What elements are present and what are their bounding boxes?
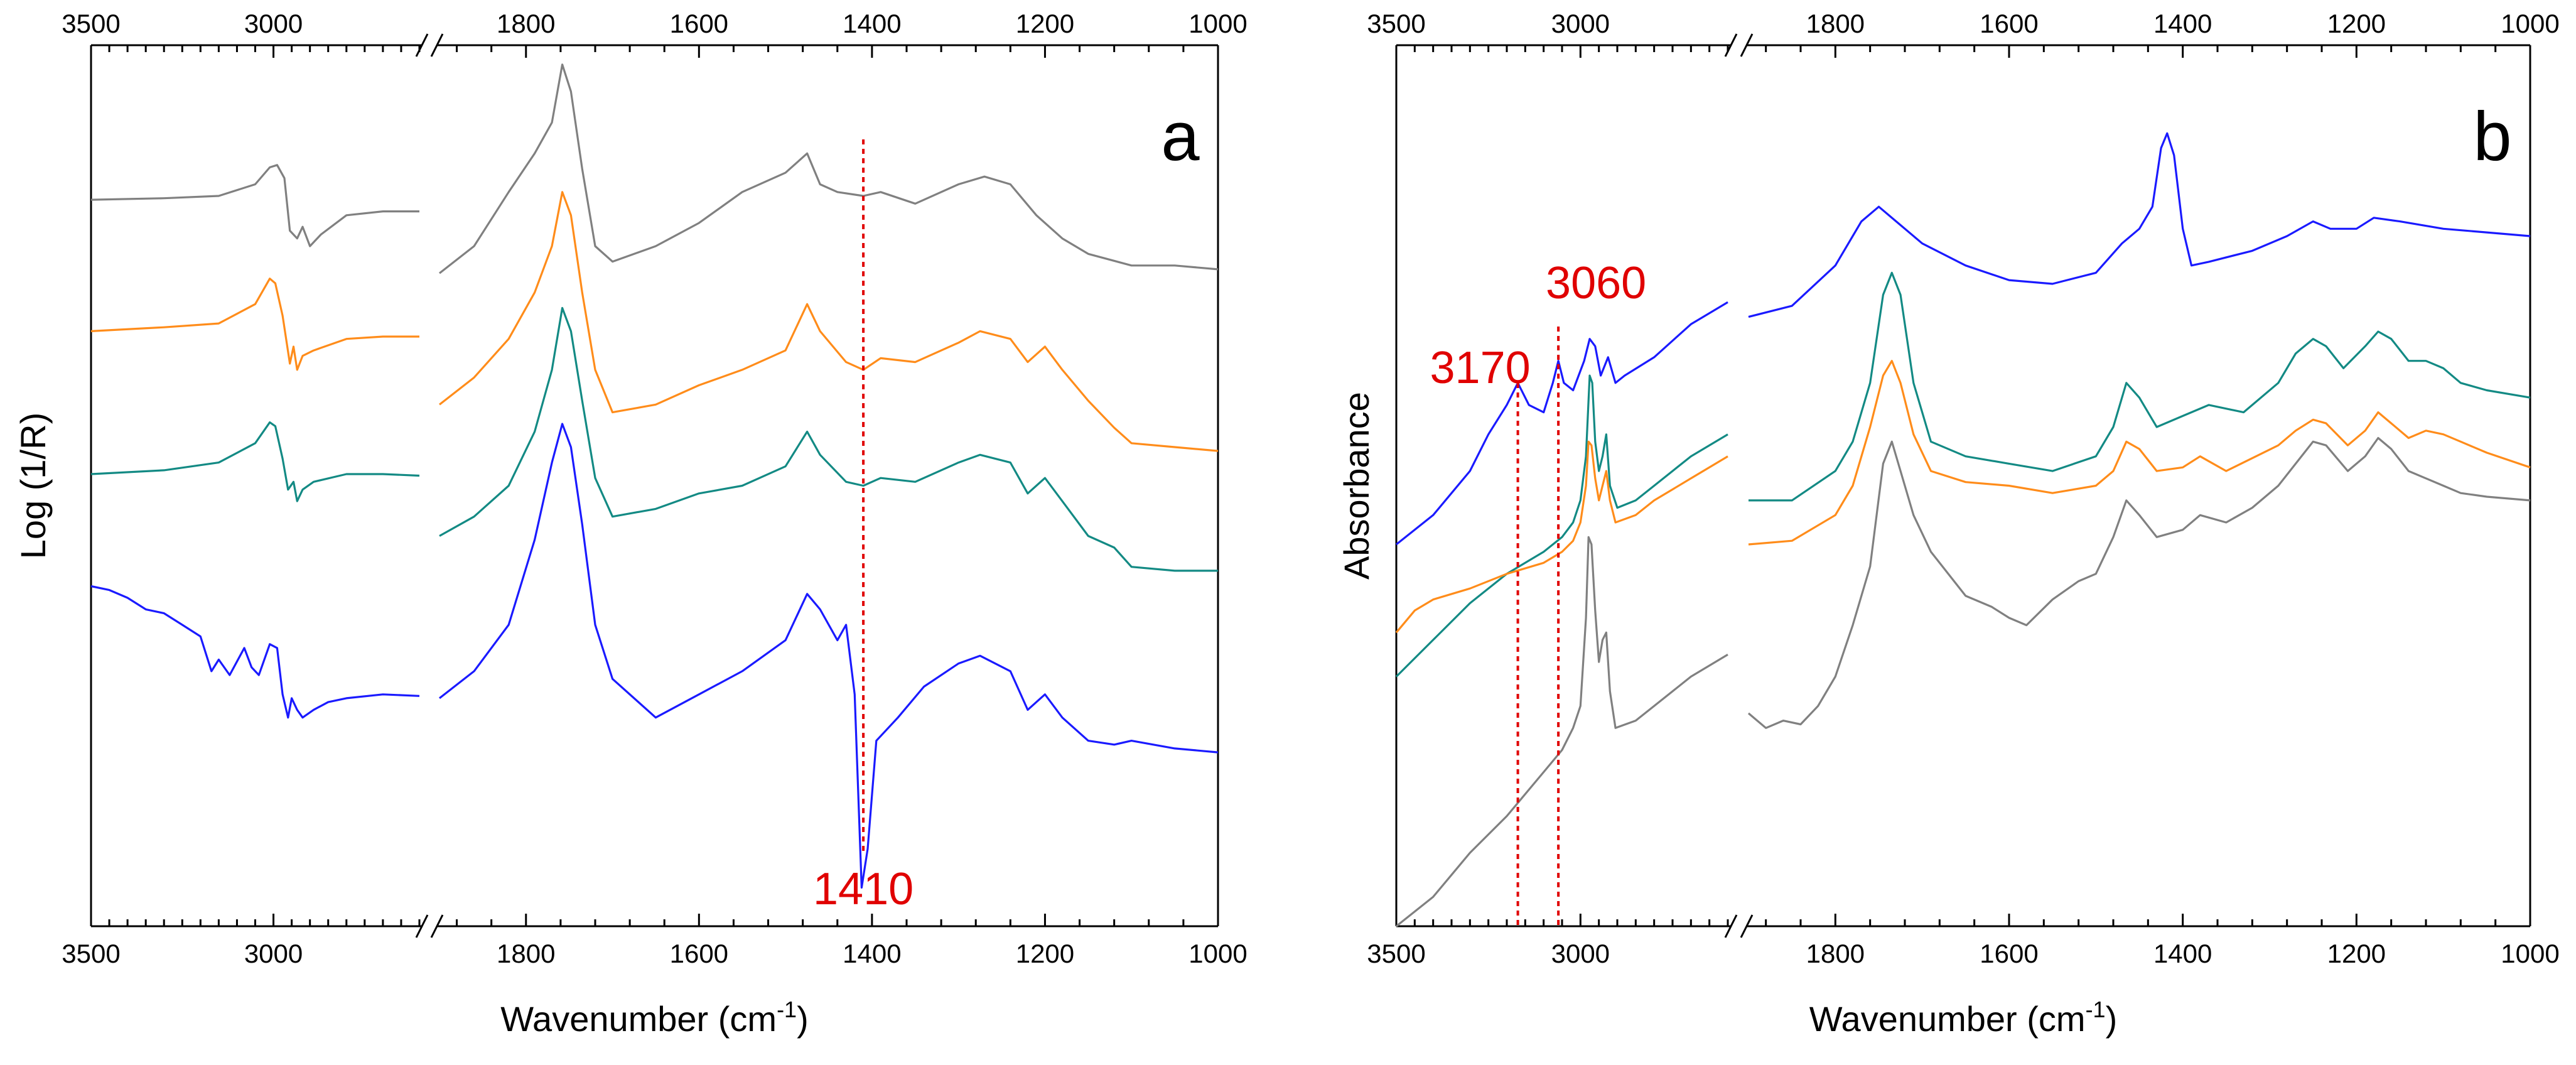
x-tick-label-bottom: 1600 — [1980, 939, 2038, 968]
x-tick-label-bottom: 1400 — [843, 939, 901, 968]
series-line-teal-1 — [1395, 374, 1728, 678]
x-tick-label-bottom: 1400 — [2153, 939, 2212, 968]
x-tick-label-top: 1000 — [1188, 9, 1247, 38]
y-axis-title: Log (1/R) — [13, 413, 53, 559]
series-line-orange-1 — [90, 278, 419, 371]
x-tick-label-bottom: 1600 — [670, 939, 728, 968]
series-line-teal-2 — [1749, 271, 2531, 502]
series-line-gray-1 — [1396, 536, 1728, 927]
x-tick-label-bottom: 1800 — [1806, 939, 1865, 968]
x-tick-label-top: 1000 — [2501, 9, 2559, 38]
axis-break-mark — [430, 33, 444, 57]
panel-b: 3500 3500 3000 3000 1800 1800 1600 1600 1400 1400… — [1337, 9, 2560, 1039]
series-line-teal-2 — [439, 306, 1218, 572]
axis-break-mark — [1724, 914, 1738, 938]
series-line-blue-1 — [90, 585, 420, 719]
series-line-blue-1 — [1396, 301, 1728, 546]
panel-a: 3500 3500 3000 3000 1800 1800 1600 1600 1400 1400… — [13, 9, 1248, 1039]
x-tick-label-bottom: 1000 — [1188, 939, 1247, 968]
axis-break-mark — [1740, 33, 1754, 57]
x-tick-label-bottom: 3000 — [244, 939, 303, 968]
axis-break-mark — [430, 914, 444, 938]
axis-break-mark — [1740, 914, 1754, 938]
x-axis-title: Wavenumber (cm-1) — [500, 997, 808, 1039]
series-line-orange-2 — [439, 191, 1219, 452]
plot-frame — [1395, 33, 2531, 938]
series-line-orange-2 — [1748, 360, 2531, 546]
panel-letter: b — [2473, 98, 2511, 175]
x-tick-label-top: 1600 — [670, 9, 728, 38]
x-tick-label-top: 3500 — [62, 9, 120, 38]
axis-break-mark — [1724, 33, 1738, 57]
marker-label-3170: 3170 — [1430, 343, 1531, 393]
x-tick-label-bottom: 3000 — [1551, 939, 1610, 968]
axis-break-mark — [415, 33, 429, 57]
marker-label-3060: 3060 — [1546, 258, 1646, 308]
x-tick-label-top: 1400 — [843, 9, 901, 38]
x-tick-label-top: 1800 — [497, 9, 555, 38]
y-axis-title: Absorbance — [1337, 392, 1376, 580]
x-tick-label-bottom: 1800 — [497, 939, 555, 968]
x-tick-label-top: 3000 — [244, 9, 303, 38]
marker-label-1410: 1410 — [813, 864, 913, 914]
series-line-blue-2 — [1748, 132, 2531, 318]
x-axis-title: Wavenumber (cm-1) — [1809, 997, 2117, 1039]
series-line-teal-1 — [90, 421, 420, 502]
x-tick-label-bottom: 1000 — [2501, 939, 2559, 968]
x-tick-label-top: 1400 — [2153, 9, 2212, 38]
series-line-orange-1 — [1395, 440, 1728, 634]
panel-letter: a — [1161, 98, 1200, 175]
x-tick-label-top: 3000 — [1551, 9, 1610, 38]
x-tick-label-top: 3500 — [1367, 9, 1425, 38]
series-line-blue-2 — [439, 423, 1219, 889]
x-tick-label-top: 1200 — [2327, 9, 2386, 38]
x-tick-label-top: 1800 — [1806, 9, 1865, 38]
x-tick-label-bottom: 1200 — [2327, 939, 2386, 968]
x-tick-label-top: 1600 — [1980, 9, 2038, 38]
series-line-gray-2 — [439, 63, 1219, 274]
series-line-gray-2 — [1747, 436, 2531, 729]
x-tick-label-bottom: 1200 — [1016, 939, 1074, 968]
x-tick-label-bottom: 3500 — [1367, 939, 1425, 968]
plot-frame — [90, 33, 1219, 938]
series-line-gray-1 — [90, 164, 419, 247]
axis-break-mark — [415, 914, 429, 938]
x-tick-label-bottom: 3500 — [62, 939, 120, 968]
x-tick-label-top: 1200 — [1016, 9, 1074, 38]
